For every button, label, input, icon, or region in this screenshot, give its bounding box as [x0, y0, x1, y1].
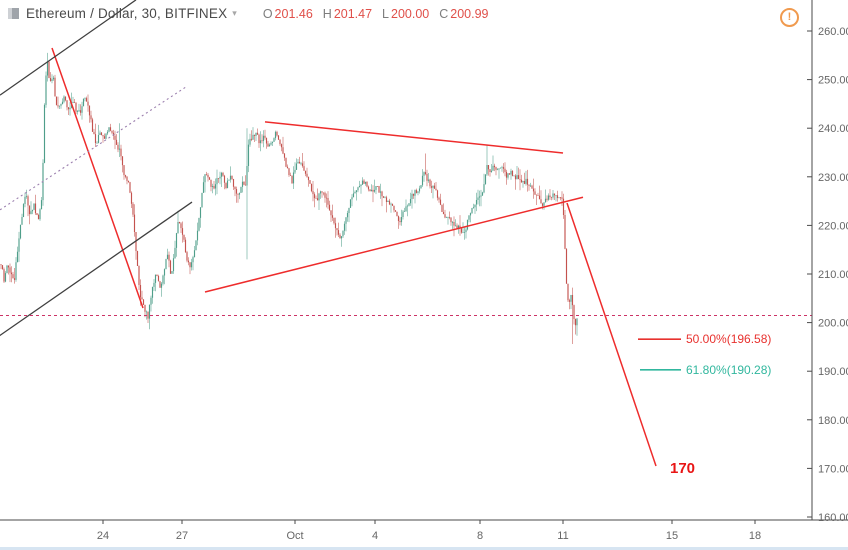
projection-line: [566, 202, 657, 467]
y-axis-label: 260.00: [818, 26, 848, 38]
x-axis-label: 11: [557, 530, 568, 542]
y-axis-label: 190.00: [818, 366, 848, 378]
price-target-label: 170: [670, 460, 696, 478]
fib-50-label: 50.00%(196.58): [686, 332, 772, 347]
y-axis-label: 160.00: [818, 512, 848, 524]
x-axis-label: Oct: [286, 530, 303, 542]
y-axis-label: 250.00: [818, 75, 848, 87]
symbol-title[interactable]: Ethereum / Dollar, 30, BITFINEX: [26, 6, 228, 21]
symbol-square-icon: [8, 8, 19, 19]
triangle-upper: [264, 121, 564, 154]
channel-upper: [0, 0, 137, 96]
chart-header: Ethereum / Dollar, 30, BITFINEX ▾ O 201.…: [8, 6, 489, 21]
x-axis-label: 24: [97, 530, 109, 542]
y-axis-label: 230.00: [818, 172, 848, 184]
ohlc-readout: O 201.46 H 201.47 L 200.00 C 200.99: [253, 7, 489, 21]
time-axis[interactable]: [0, 520, 812, 550]
y-axis-label: 240.00: [818, 123, 848, 135]
y-axis-label: 180.00: [818, 415, 848, 427]
high-value: 201.47: [333, 6, 373, 21]
triangle-lower: [204, 196, 584, 293]
open-label: O: [262, 6, 273, 21]
close-label: C: [439, 6, 449, 21]
low-label: L: [382, 6, 389, 21]
x-axis-label: 18: [749, 530, 761, 542]
open-value: 201.46: [274, 6, 313, 21]
x-axis-label: 27: [176, 530, 188, 542]
low-value: 200.00: [391, 6, 430, 21]
warning-icon[interactable]: !: [780, 8, 799, 27]
x-axis-label: 4: [372, 530, 378, 542]
fib-618-label: 61.80%(190.28): [686, 362, 772, 377]
y-axis-label: 220.00: [818, 220, 848, 232]
close-value: 200.99: [450, 6, 489, 21]
downtrend-steep: [51, 47, 144, 309]
y-axis-label: 210.00: [818, 269, 848, 281]
window-bottom-edge: [0, 547, 848, 550]
y-axis-label: 170.00: [818, 463, 848, 475]
y-axis-label: 200.00: [818, 318, 848, 330]
high-label: H: [322, 6, 332, 21]
x-axis-label: 8: [477, 530, 483, 542]
chevron-down-icon[interactable]: ▾: [232, 8, 237, 18]
price-axis[interactable]: [812, 0, 848, 520]
x-axis-label: 15: [666, 530, 678, 542]
dotted-diagonal: [0, 86, 187, 211]
channel-lower: [0, 201, 193, 337]
